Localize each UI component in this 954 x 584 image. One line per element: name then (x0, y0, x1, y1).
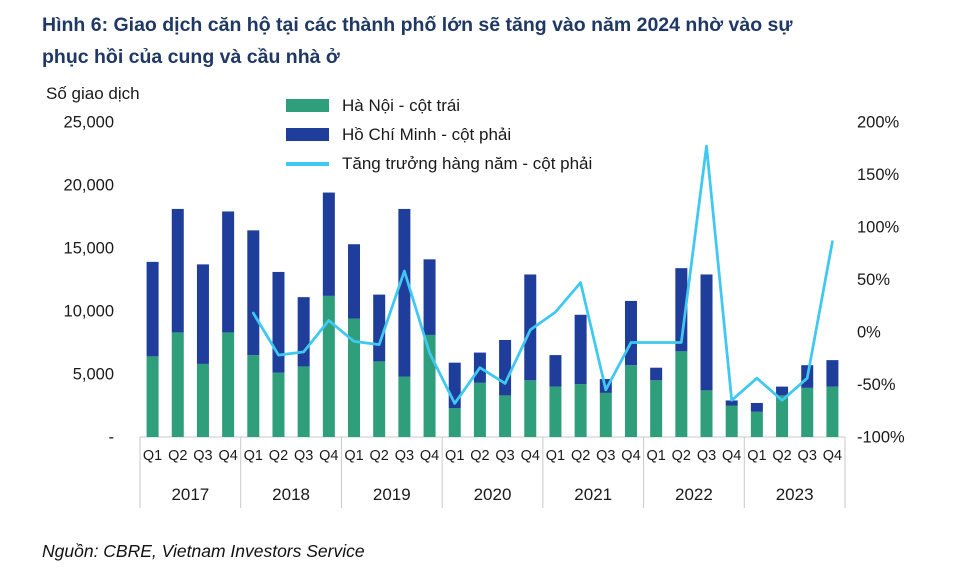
svg-text:5,000: 5,000 (73, 366, 114, 384)
svg-text:Q1: Q1 (546, 448, 565, 464)
svg-text:Q1: Q1 (747, 448, 766, 464)
svg-text:2017: 2017 (171, 485, 209, 504)
svg-text:Q2: Q2 (269, 448, 288, 464)
svg-text:Q3: Q3 (798, 448, 817, 464)
svg-text:25,000: 25,000 (64, 114, 114, 132)
svg-text:200%: 200% (857, 114, 900, 132)
svg-text:50%: 50% (857, 271, 890, 289)
chart-title: Hình 6: Giao dịch căn hộ tại các thành p… (42, 10, 932, 73)
legend-label-hanoi: Hà Nội - cột trái (342, 95, 461, 115)
svg-text:Q3: Q3 (193, 448, 212, 464)
legend-item-growth: Tăng trưởng hàng năm - cột phải (286, 149, 592, 178)
growth-line-swatch-icon (286, 161, 329, 166)
svg-text:Q4: Q4 (521, 448, 540, 464)
svg-text:2022: 2022 (675, 485, 713, 504)
svg-text:10,000: 10,000 (64, 303, 114, 321)
hanoi-bars (146, 295, 839, 437)
svg-text:Q2: Q2 (571, 448, 590, 464)
svg-text:Q1: Q1 (143, 448, 162, 464)
svg-text:0%: 0% (857, 324, 881, 342)
svg-text:Q1: Q1 (646, 448, 665, 464)
chart-title-line2: phục hồi của cung và cầu nhà ở (42, 45, 340, 68)
svg-text:Q3: Q3 (395, 448, 414, 464)
svg-text:Q2: Q2 (672, 448, 691, 464)
svg-text:15,000: 15,000 (64, 240, 114, 258)
svg-text:100%: 100% (857, 219, 900, 237)
svg-text:Q2: Q2 (168, 448, 187, 464)
svg-text:Q4: Q4 (621, 448, 640, 464)
svg-text:2021: 2021 (574, 485, 612, 504)
svg-text:2020: 2020 (474, 485, 512, 504)
svg-text:Q2: Q2 (370, 448, 389, 464)
svg-text:Q3: Q3 (495, 448, 514, 464)
svg-text:2018: 2018 (272, 485, 310, 504)
svg-text:150%: 150% (857, 166, 900, 184)
svg-text:-: - (109, 429, 115, 447)
svg-text:Q3: Q3 (596, 448, 615, 464)
hanoi-swatch-icon (286, 99, 329, 112)
legend-label-hcmc: Hồ Chí Minh - cột phải (342, 124, 512, 144)
svg-text:2019: 2019 (373, 485, 411, 504)
legend-item-hanoi: Hà Nội - cột trái (286, 91, 592, 120)
svg-text:2023: 2023 (776, 485, 814, 504)
x-axis-quarter-labels: Q1 Q2 Q3 Q4 Q1 Q2 Q3 Q4 Q1 Q2 Q3 Q4 Q1 Q2 Q3 Q4 Q1 Q2 Q3 Q4… (143, 448, 842, 464)
svg-text:Q2: Q2 (772, 448, 791, 464)
legend: Hà Nội - cột trái Hồ Chí Minh - cột phải… (286, 91, 592, 178)
legend-label-growth: Tăng trưởng hàng năm - cột phải (342, 153, 593, 173)
svg-text:Q4: Q4 (319, 448, 338, 464)
svg-text:Q4: Q4 (218, 448, 237, 464)
svg-text:Q1: Q1 (344, 448, 363, 464)
left-axis-ticks: 25,000 20,000 15,000 10,000 5,000 - (64, 114, 114, 447)
legend-item-hcmc: Hồ Chí Minh - cột phải (286, 120, 592, 149)
svg-text:Q1: Q1 (244, 448, 263, 464)
svg-text:-100%: -100% (857, 429, 905, 447)
chart-title-line1: Hình 6: Giao dịch căn hộ tại các thành p… (42, 14, 793, 36)
svg-text:-50%: -50% (857, 376, 896, 394)
right-axis-ticks: 200% 150% 100% 50% 0% -50% -100% (857, 114, 905, 447)
svg-text:Q4: Q4 (420, 448, 439, 464)
growth-line (251, 144, 834, 405)
source-note: Nguồn: CBRE, Vietnam Investors Service (42, 541, 365, 561)
svg-text:Q1: Q1 (445, 448, 464, 464)
hcmc-swatch-icon (286, 128, 329, 141)
svg-text:20,000: 20,000 (64, 177, 114, 195)
svg-text:Q2: Q2 (470, 448, 489, 464)
left-axis-title: Số giao dịch (46, 84, 140, 103)
svg-text:Q3: Q3 (697, 448, 716, 464)
svg-text:Q3: Q3 (294, 448, 313, 464)
svg-text:Q4: Q4 (823, 448, 842, 464)
x-axis-year-labels: 2017 2018 2019 2020 2021 2022 2023 (171, 485, 813, 504)
hcmc-bars (146, 192, 839, 412)
svg-text:Q4: Q4 (722, 448, 741, 464)
